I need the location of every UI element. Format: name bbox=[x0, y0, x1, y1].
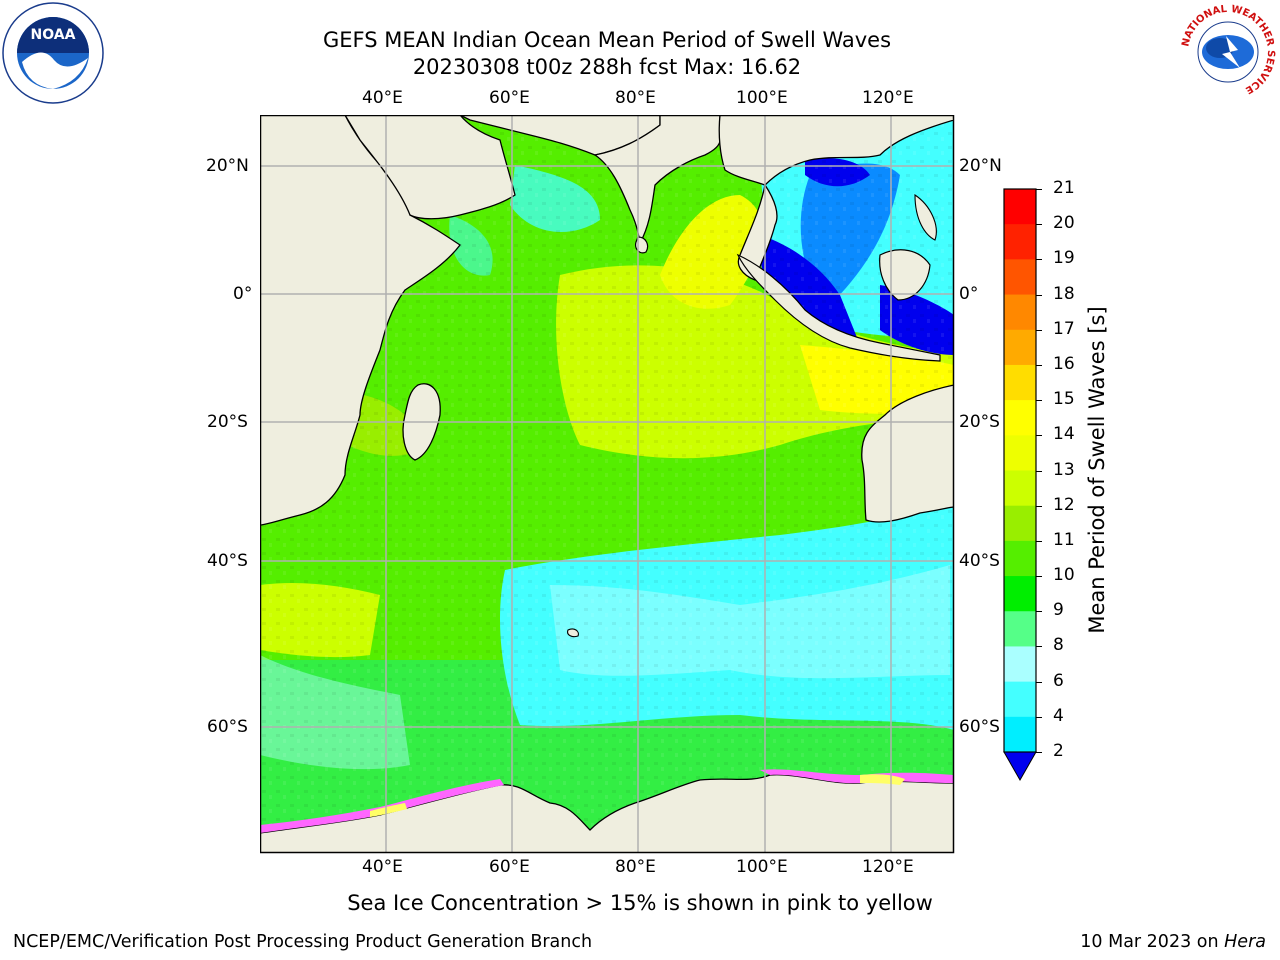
colorbar-tick-label: 17 bbox=[1053, 318, 1075, 339]
date-text: 10 Mar 2023 on bbox=[1080, 932, 1225, 952]
colorbar-band bbox=[1004, 224, 1036, 260]
colorbar-tick-label: 2 bbox=[1053, 741, 1064, 761]
colorbar-tick-label: 10 bbox=[1053, 565, 1075, 586]
lat-tick-left: 20°N bbox=[206, 156, 249, 176]
colorbar-band bbox=[1004, 505, 1036, 542]
lat-tick-right: 60°S bbox=[959, 717, 1000, 737]
credit-text: NCEP/EMC/Verification Post Processing Pr… bbox=[13, 932, 593, 952]
lat-tick-right: 0° bbox=[959, 284, 979, 304]
colorbar-band bbox=[1004, 189, 1036, 225]
sea-ice-fringe bbox=[260, 779, 504, 833]
colorbar-tick-mark bbox=[1036, 329, 1042, 331]
lon-tick-bottom: 120°E bbox=[862, 857, 914, 877]
colorbar-tick-mark bbox=[1036, 646, 1042, 648]
colorbar-tick-mark bbox=[1036, 435, 1042, 437]
colorbar-band bbox=[1004, 576, 1036, 612]
colorbar-band bbox=[1004, 435, 1036, 471]
colorbar-tick-label: 8 bbox=[1053, 635, 1064, 656]
lon-tick-bottom: 40°E bbox=[362, 857, 403, 877]
colorbar-tick-label: 18 bbox=[1053, 283, 1075, 304]
land-southeast-asia bbox=[718, 115, 954, 281]
land-india bbox=[593, 115, 721, 245]
colorbar-tick-label: 11 bbox=[1053, 529, 1075, 550]
colorbar-tick-mark bbox=[1036, 189, 1042, 190]
land-indonesia bbox=[736, 253, 941, 362]
colorbar-tick-label: 20 bbox=[1053, 213, 1075, 234]
sea-ice-note: Sea Ice Concentration > 15% is shown in … bbox=[347, 891, 933, 915]
lon-tick-bottom: 100°E bbox=[736, 857, 788, 877]
colorbar-tick-mark bbox=[1036, 752, 1042, 753]
lat-tick-left: 0° bbox=[233, 284, 253, 304]
colorbar-tick-mark bbox=[1036, 681, 1042, 683]
land-arabia bbox=[344, 115, 516, 220]
colorbar-band bbox=[1004, 400, 1036, 436]
noaa-logo: NOAA bbox=[2, 2, 104, 108]
colorbar-band bbox=[1004, 611, 1036, 647]
colorbar-band bbox=[1004, 646, 1036, 683]
colorbar bbox=[1003, 188, 1037, 782]
colorbar-tick-label: 21 bbox=[1053, 178, 1075, 198]
date-stamp: 10 Mar 2023 on Hera bbox=[1080, 932, 1266, 952]
colorbar-title: Mean Period of Swell Waves [s] bbox=[1085, 306, 1109, 634]
colorbar-band bbox=[1004, 716, 1036, 753]
colorbar-tick-label: 9 bbox=[1053, 600, 1064, 621]
colorbar-tick-label: 16 bbox=[1053, 353, 1075, 374]
colorbar-tick-label: 6 bbox=[1053, 670, 1064, 691]
colorbar-tick-label: 12 bbox=[1053, 494, 1075, 515]
lon-tick-top: 120°E bbox=[862, 88, 914, 108]
ocean-map bbox=[260, 115, 955, 854]
colorbar-band bbox=[1004, 294, 1036, 331]
lon-tick-bottom: 80°E bbox=[615, 857, 656, 877]
lat-tick-right: 20°N bbox=[959, 156, 1002, 176]
lon-tick-top: 80°E bbox=[615, 88, 656, 108]
colorbar-tick-label: 4 bbox=[1053, 705, 1064, 726]
colorbar-extend-arrow bbox=[1003, 751, 1037, 782]
host-text: Hera bbox=[1224, 932, 1266, 952]
lon-tick-bottom: 60°E bbox=[489, 857, 530, 877]
map-frame bbox=[260, 115, 955, 854]
lon-tick-top: 40°E bbox=[362, 88, 403, 108]
colorbar-band bbox=[1004, 681, 1036, 718]
colorbar-tick-label: 14 bbox=[1053, 424, 1075, 445]
colorbar-tick-mark bbox=[1036, 505, 1042, 507]
colorbar-tick-label: 19 bbox=[1053, 248, 1075, 269]
map-title: GEFS MEAN Indian Ocean Mean Period of Sw… bbox=[322, 28, 892, 52]
colorbar-tick-mark bbox=[1036, 540, 1042, 542]
colorbar-band bbox=[1004, 540, 1036, 577]
colorbar-tick-mark bbox=[1036, 294, 1042, 296]
lat-tick-left: 40°S bbox=[207, 551, 248, 571]
lon-tick-top: 100°E bbox=[736, 88, 788, 108]
land-australia bbox=[861, 384, 954, 523]
lat-tick-right: 40°S bbox=[959, 551, 1000, 571]
colorbar-tick-mark bbox=[1036, 400, 1042, 402]
colorbar-band bbox=[1004, 470, 1036, 507]
colorbar-band bbox=[1004, 364, 1036, 401]
colorbar-tick-label: 13 bbox=[1053, 459, 1075, 480]
map-subtitle: 20230308 t00z 288h fcst Max: 16.62 bbox=[412, 55, 802, 79]
colorbar-tick-mark bbox=[1036, 576, 1042, 578]
colorbar-tick-mark bbox=[1036, 259, 1042, 261]
land-borneo bbox=[879, 249, 931, 301]
colorbar-tick-label: 15 bbox=[1053, 389, 1075, 410]
lat-tick-right: 20°S bbox=[959, 412, 1000, 432]
lat-tick-left: 20°S bbox=[207, 412, 248, 432]
noaa-logo-text: NOAA bbox=[31, 27, 76, 43]
lon-tick-top: 60°E bbox=[489, 88, 530, 108]
colorbar-tick-mark bbox=[1036, 224, 1042, 226]
colorbar-band bbox=[1004, 259, 1036, 296]
nws-logo: NATIONAL WEATHER SERVICE bbox=[1178, 2, 1278, 106]
lat-tick-left: 60°S bbox=[207, 717, 248, 737]
colorbar-band bbox=[1004, 329, 1036, 366]
map-gridlines bbox=[260, 115, 954, 853]
colorbar-tick-mark bbox=[1036, 611, 1042, 613]
colorbar-tick-mark bbox=[1036, 716, 1042, 718]
colorbar-tick-mark bbox=[1036, 470, 1042, 472]
colorbar-tick-mark bbox=[1036, 364, 1042, 366]
